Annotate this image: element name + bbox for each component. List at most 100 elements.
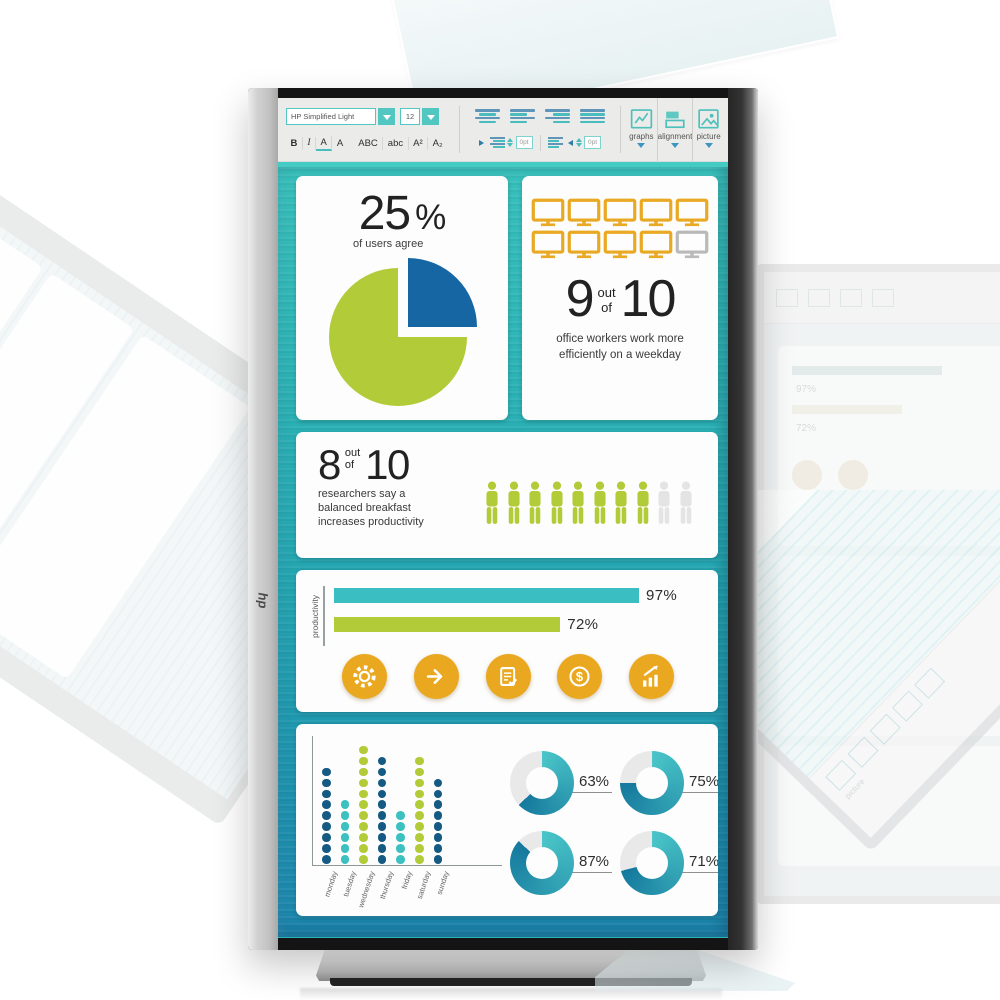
italic-button[interactable]: I — [303, 136, 317, 150]
ghost-toolbar: picture — [808, 490, 1000, 838]
monitor-icon — [639, 230, 673, 259]
productivity-axis-label: productivity — [310, 594, 320, 638]
person-icon — [613, 462, 629, 544]
monitor-icon — [675, 230, 709, 259]
donut-value-label: 63% — [567, 773, 613, 793]
eight-of-ten: 8 out of 10 — [318, 441, 410, 488]
indent-controls-row: 0pt 0pt — [465, 134, 615, 151]
productivity-bar-row: 97% — [333, 587, 701, 604]
donut-grid: 63% 75% 87% 71% — [502, 736, 718, 916]
weekly-charts-card: monday tuesday wednesday thursday friday satu… — [296, 724, 718, 916]
donut-chart-item: 63% — [510, 751, 613, 815]
monitor-icon — [639, 198, 673, 227]
donut-ring — [620, 831, 685, 895]
person-icon — [484, 462, 500, 544]
superscript-button[interactable]: A² — [409, 136, 429, 150]
hp-logo: hp — [255, 592, 271, 609]
dot-chart-day-label: saturday — [414, 870, 433, 901]
dot-chart-day-label: friday — [399, 870, 414, 891]
nine-of-ten: 9 out of 10 — [565, 270, 677, 328]
alignment-menu-button[interactable]: alignment — [656, 98, 693, 161]
person-icon — [635, 462, 651, 544]
dot-chart-day-label: sunday — [434, 870, 451, 896]
donut-ring — [510, 751, 574, 815]
document-toolbar: HP Simplified Light 12 B I A A ABC abc A² A₂ — [278, 98, 728, 162]
dot-chart-labels: monday tuesday wednesday thursday friday satu… — [312, 869, 502, 909]
dot-column — [414, 756, 424, 864]
breakfast-card: 8 out of 10 researchers say a balanced br… — [296, 432, 718, 558]
stand-reflection — [300, 988, 722, 1000]
svg-text:$: $ — [576, 669, 583, 684]
monitor-icon — [603, 230, 637, 259]
indent-arrow-icon — [565, 139, 573, 146]
toolbar-accent-strip — [278, 162, 728, 167]
monitor-pictograph — [530, 198, 710, 259]
font-size-select[interactable]: 12 — [400, 108, 420, 126]
donut-chart-item: 75% — [620, 751, 718, 815]
underline-button[interactable]: A — [316, 135, 333, 151]
toolbar-divider — [539, 134, 541, 151]
person-icon — [656, 462, 672, 544]
person-icon — [506, 462, 522, 544]
dot-column — [377, 756, 387, 864]
donut-ring — [510, 831, 574, 895]
monitor-icon — [531, 230, 565, 259]
person-icon — [570, 462, 586, 544]
graphs-icon — [628, 108, 655, 131]
monitor-icon — [567, 230, 601, 259]
indent-arrow-icon — [479, 139, 487, 146]
alignment-icon — [662, 108, 689, 131]
uppercase-button[interactable]: ABC — [354, 136, 384, 150]
users-agree-caption: of users agree — [353, 238, 424, 250]
subscript-button[interactable]: A₂ — [432, 137, 443, 149]
users-agree-card: 25% of users agree — [296, 176, 508, 420]
bar — [333, 617, 561, 632]
font-family-dropdown-button[interactable] — [378, 108, 395, 126]
donut-value-label: 87% — [567, 853, 613, 873]
arrow-right-icon — [413, 654, 459, 699]
person-icon — [549, 462, 565, 544]
indent-stepper[interactable] — [507, 137, 513, 148]
indent-left-value[interactable]: 0pt — [515, 136, 533, 150]
lowercase-button[interactable]: abc — [383, 136, 409, 150]
picture-menu-button[interactable]: picture — [692, 98, 724, 161]
align-left-button[interactable] — [510, 108, 535, 124]
align-justify-button[interactable] — [580, 108, 605, 124]
indent-right-value[interactable]: 0pt — [584, 136, 601, 150]
indent-increase-control[interactable]: 0pt — [479, 136, 533, 150]
bold-button[interactable]: B — [286, 136, 303, 150]
dot-column — [322, 767, 331, 864]
font-family-select[interactable]: HP Simplified Light — [286, 108, 376, 126]
monitor-icon — [567, 198, 601, 227]
monitor-icon — [603, 198, 637, 227]
monitor-icon — [675, 198, 709, 227]
menu-label: alignment — [657, 131, 693, 141]
person-icon — [592, 462, 608, 544]
align-center-button[interactable] — [475, 108, 500, 124]
graphs-menu-button[interactable]: graphs — [626, 98, 657, 161]
justify-buttons-row — [465, 108, 615, 124]
bar-chart-axis — [323, 586, 325, 646]
donut-value-label: 75% — [677, 773, 718, 793]
align-right-button[interactable] — [545, 108, 570, 124]
growth-chart-icon — [629, 654, 674, 699]
format-buttons-row: B I A A ABC abc A² A₂ — [286, 135, 454, 151]
chevron-down-icon — [671, 142, 679, 152]
chevron-down-icon — [382, 114, 391, 124]
font-color-button[interactable]: A — [336, 137, 344, 149]
gear-icon — [342, 654, 387, 699]
office-workers-card: 9 out of 10 office workers work more effi… — [522, 176, 718, 420]
person-icon — [678, 462, 694, 544]
productivity-bars: 97% 72% — [333, 586, 701, 646]
indent-decrease-control[interactable]: 0pt — [547, 136, 601, 150]
bar-value-label: 97% — [646, 587, 677, 604]
font-size-dropdown-button[interactable] — [422, 108, 439, 126]
bezel-left: hp — [248, 88, 278, 950]
dot-chart-plot — [312, 736, 502, 866]
toolbar-divider — [459, 106, 460, 153]
picture-icon — [695, 108, 722, 131]
infographic-canvas: 25% of users agree 9 out of 1 — [278, 167, 728, 937]
dollar-icon: $ — [557, 654, 603, 699]
ghost-toolbar — [764, 272, 1000, 324]
indent-stepper[interactable] — [575, 137, 582, 148]
